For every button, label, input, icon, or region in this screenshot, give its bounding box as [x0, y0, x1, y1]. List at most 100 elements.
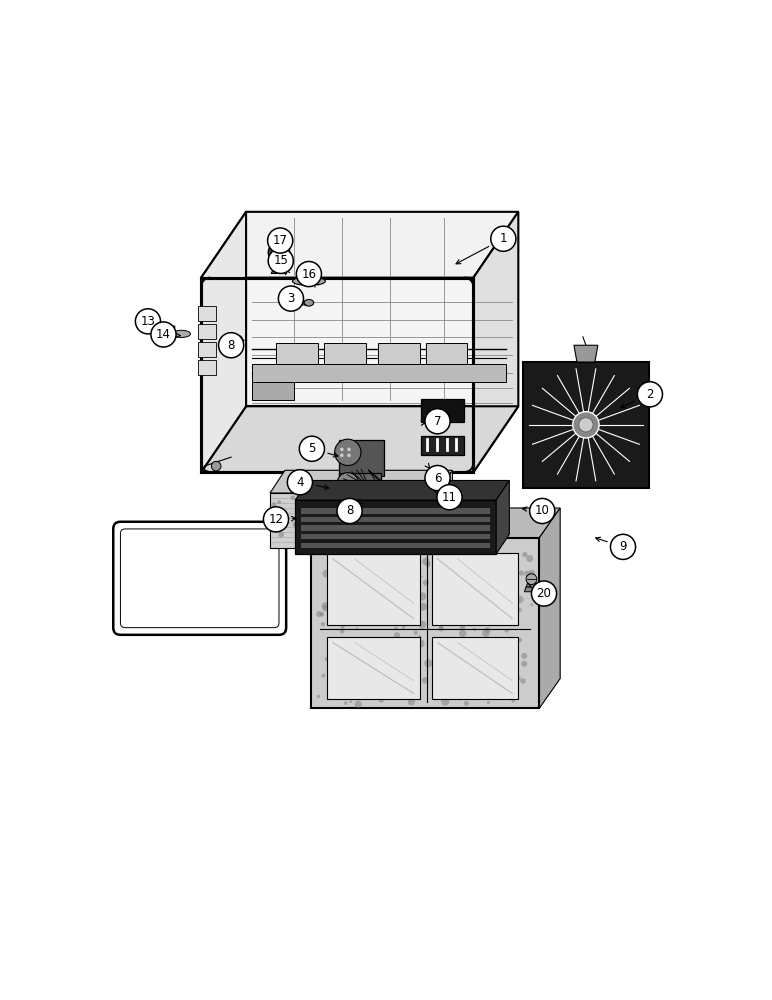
Polygon shape	[524, 581, 539, 592]
Polygon shape	[310, 538, 539, 708]
Circle shape	[321, 674, 325, 677]
Circle shape	[472, 547, 475, 550]
Circle shape	[350, 700, 352, 703]
Circle shape	[425, 659, 432, 667]
Circle shape	[297, 514, 300, 516]
Circle shape	[516, 596, 523, 603]
Circle shape	[404, 543, 410, 549]
Polygon shape	[324, 343, 366, 364]
Circle shape	[353, 501, 357, 506]
Polygon shape	[301, 517, 490, 522]
Circle shape	[579, 418, 593, 432]
Circle shape	[356, 627, 358, 630]
Text: 11: 11	[442, 491, 457, 504]
Polygon shape	[201, 212, 518, 278]
Circle shape	[386, 511, 391, 517]
Circle shape	[354, 501, 364, 511]
Polygon shape	[438, 470, 452, 548]
Circle shape	[530, 603, 533, 606]
Circle shape	[324, 657, 329, 661]
Circle shape	[417, 535, 423, 541]
Circle shape	[340, 454, 344, 457]
Circle shape	[218, 333, 244, 358]
Circle shape	[320, 496, 324, 500]
Circle shape	[296, 261, 321, 287]
Polygon shape	[252, 364, 506, 382]
Polygon shape	[201, 406, 518, 472]
Circle shape	[402, 626, 405, 629]
Circle shape	[295, 529, 301, 535]
Circle shape	[231, 335, 243, 347]
Circle shape	[276, 518, 281, 522]
Polygon shape	[270, 493, 438, 548]
Circle shape	[526, 574, 537, 585]
Polygon shape	[310, 508, 560, 538]
Circle shape	[354, 499, 360, 504]
Circle shape	[323, 605, 329, 611]
Circle shape	[464, 701, 469, 706]
Polygon shape	[198, 360, 216, 375]
Polygon shape	[339, 473, 381, 503]
Circle shape	[408, 698, 415, 706]
Circle shape	[433, 548, 440, 555]
Polygon shape	[425, 343, 468, 364]
Polygon shape	[198, 306, 216, 321]
Text: 9: 9	[619, 540, 627, 553]
Polygon shape	[473, 212, 518, 472]
Polygon shape	[198, 324, 216, 339]
Circle shape	[268, 228, 293, 253]
Circle shape	[212, 461, 221, 471]
Circle shape	[526, 574, 533, 581]
Circle shape	[331, 550, 334, 553]
Circle shape	[407, 538, 415, 546]
Text: 3: 3	[287, 292, 295, 305]
Circle shape	[482, 629, 489, 637]
Circle shape	[407, 496, 412, 502]
Circle shape	[511, 699, 515, 703]
Polygon shape	[276, 343, 318, 364]
Text: 14: 14	[156, 328, 171, 341]
Circle shape	[419, 512, 423, 516]
Circle shape	[337, 473, 358, 494]
Circle shape	[337, 498, 362, 524]
Circle shape	[340, 517, 345, 522]
Circle shape	[348, 514, 353, 518]
Circle shape	[354, 508, 357, 511]
Circle shape	[527, 577, 534, 584]
Circle shape	[340, 517, 345, 523]
Circle shape	[573, 412, 599, 438]
Circle shape	[372, 495, 375, 498]
Circle shape	[325, 529, 331, 535]
Circle shape	[279, 286, 303, 311]
Circle shape	[263, 507, 289, 532]
Circle shape	[422, 558, 430, 565]
Circle shape	[317, 695, 320, 698]
Circle shape	[327, 514, 331, 519]
Polygon shape	[574, 345, 598, 362]
Circle shape	[311, 503, 316, 508]
Circle shape	[303, 526, 306, 529]
Circle shape	[418, 635, 422, 639]
Circle shape	[306, 510, 310, 514]
Circle shape	[323, 570, 330, 578]
Circle shape	[518, 638, 522, 642]
Circle shape	[334, 538, 342, 545]
Circle shape	[343, 495, 347, 499]
Circle shape	[340, 448, 344, 451]
Circle shape	[306, 528, 312, 533]
Text: 4: 4	[296, 476, 303, 489]
Text: 2: 2	[646, 388, 654, 401]
Circle shape	[491, 226, 516, 251]
Circle shape	[344, 549, 349, 554]
Circle shape	[487, 701, 490, 704]
Circle shape	[367, 540, 371, 544]
Polygon shape	[252, 382, 294, 400]
Text: 1: 1	[499, 232, 507, 245]
Polygon shape	[422, 399, 465, 422]
Polygon shape	[246, 212, 518, 406]
Circle shape	[328, 517, 333, 522]
Circle shape	[531, 581, 557, 606]
Polygon shape	[301, 534, 490, 539]
Circle shape	[459, 698, 461, 701]
Circle shape	[425, 466, 450, 491]
